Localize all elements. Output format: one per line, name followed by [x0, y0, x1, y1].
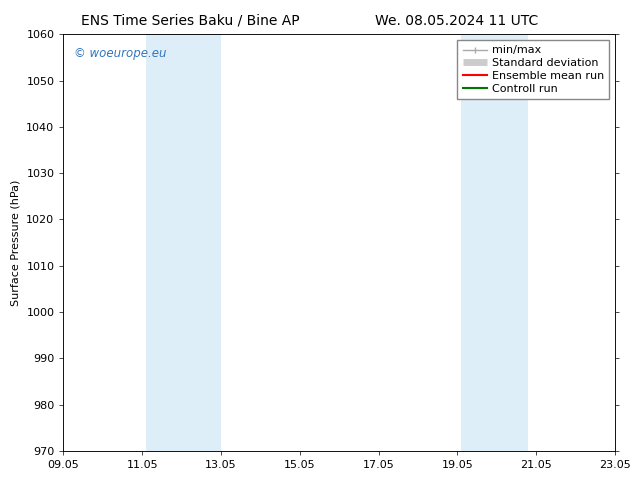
Legend: min/max, Standard deviation, Ensemble mean run, Controll run: min/max, Standard deviation, Ensemble me…: [457, 40, 609, 99]
Text: © woeurope.eu: © woeurope.eu: [74, 47, 167, 60]
Text: We. 08.05.2024 11 UTC: We. 08.05.2024 11 UTC: [375, 14, 538, 28]
Y-axis label: Surface Pressure (hPa): Surface Pressure (hPa): [11, 179, 21, 306]
Bar: [462, 34, 528, 451]
Bar: [146, 34, 221, 451]
Text: ENS Time Series Baku / Bine AP: ENS Time Series Baku / Bine AP: [81, 14, 299, 28]
